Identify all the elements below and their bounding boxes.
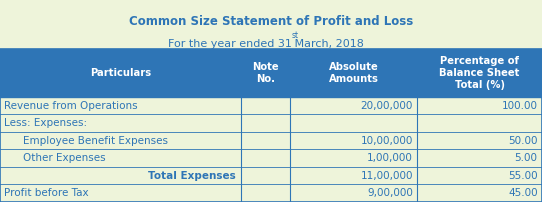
Text: 50.00: 50.00 [508,136,538,146]
Text: Employee Benefit Expenses: Employee Benefit Expenses [23,136,169,146]
Text: March, 2018: March, 2018 [292,39,364,49]
Text: Total Expenses: Total Expenses [148,171,236,181]
Text: Percentage of
Balance Sheet
Total (%): Percentage of Balance Sheet Total (%) [440,56,520,90]
Text: For the year ended 31: For the year ended 31 [0,201,1,202]
Text: 5.00: 5.00 [515,153,538,163]
Bar [0,115,542,132]
Text: For the year ended 31st March, 2018: For the year ended 31st March, 2018 [0,201,1,202]
Bar [0,97,542,115]
Text: Less: Expenses:: Less: Expenses: [4,118,87,128]
Bar [0,184,542,202]
Text: 11,00,000: 11,00,000 [360,171,413,181]
Bar [0,132,542,149]
Text: Particulars: Particulars [90,68,151,78]
Text: 45.00: 45.00 [508,188,538,198]
Text: st: st [292,31,299,40]
Text: 9,00,000: 9,00,000 [367,188,413,198]
Text: Profit before Tax: Profit before Tax [4,188,89,198]
Text: 100.00: 100.00 [502,101,538,111]
Bar [0,167,542,184]
Text: Revenue from Operations: Revenue from Operations [4,101,138,111]
Text: 10,00,000: 10,00,000 [360,136,413,146]
Bar [0,49,542,97]
Text: Other Expenses: Other Expenses [23,153,106,163]
Text: Note
No.: Note No. [252,62,279,84]
Text: 1,00,000: 1,00,000 [367,153,413,163]
Text: 55.00: 55.00 [508,171,538,181]
Text: Absolute
Amounts: Absolute Amounts [328,62,379,84]
Text: For the year ended 31: For the year ended 31 [167,39,292,49]
Text: For the year ended 31 March, 2018: For the year ended 31 March, 2018 [0,201,1,202]
Bar [0,149,542,167]
Text: 20,00,000: 20,00,000 [360,101,413,111]
Text: Common Size Statement of Profit and Loss: Common Size Statement of Profit and Loss [129,15,413,28]
